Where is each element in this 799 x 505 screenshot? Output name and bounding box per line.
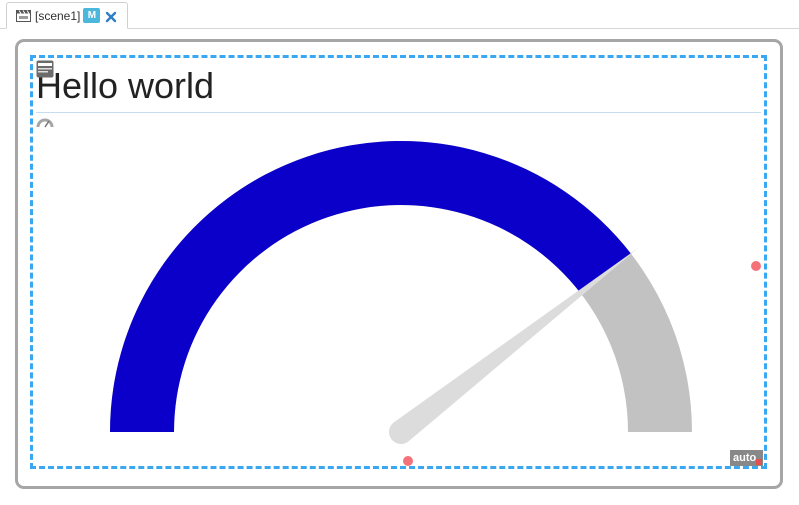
gauge-needle [389,247,639,445]
gauge-widget[interactable]: Hello world [30,55,767,469]
widget-title-bar: Hello world [36,60,761,113]
tab-bar: [scene1] M [0,0,799,29]
gauge-value-arc [110,140,631,432]
gauge-widget-icon [36,115,54,128]
title-widget-icon [36,60,54,78]
widget-title: Hello world [36,65,215,106]
gauge [110,140,692,445]
resize-handle-bottom[interactable] [403,456,413,466]
modified-badge: M [83,8,101,23]
scene-icon [16,9,31,22]
close-icon[interactable] [105,10,117,22]
resize-handle-right[interactable] [751,261,761,271]
tab-title: [scene1] [35,8,81,23]
tab-scene1[interactable]: [scene1] M [6,2,128,29]
auto-label: auto [733,452,757,464]
auto-size-badge[interactable]: auto [730,450,763,466]
resize-corner-icon [756,459,762,465]
